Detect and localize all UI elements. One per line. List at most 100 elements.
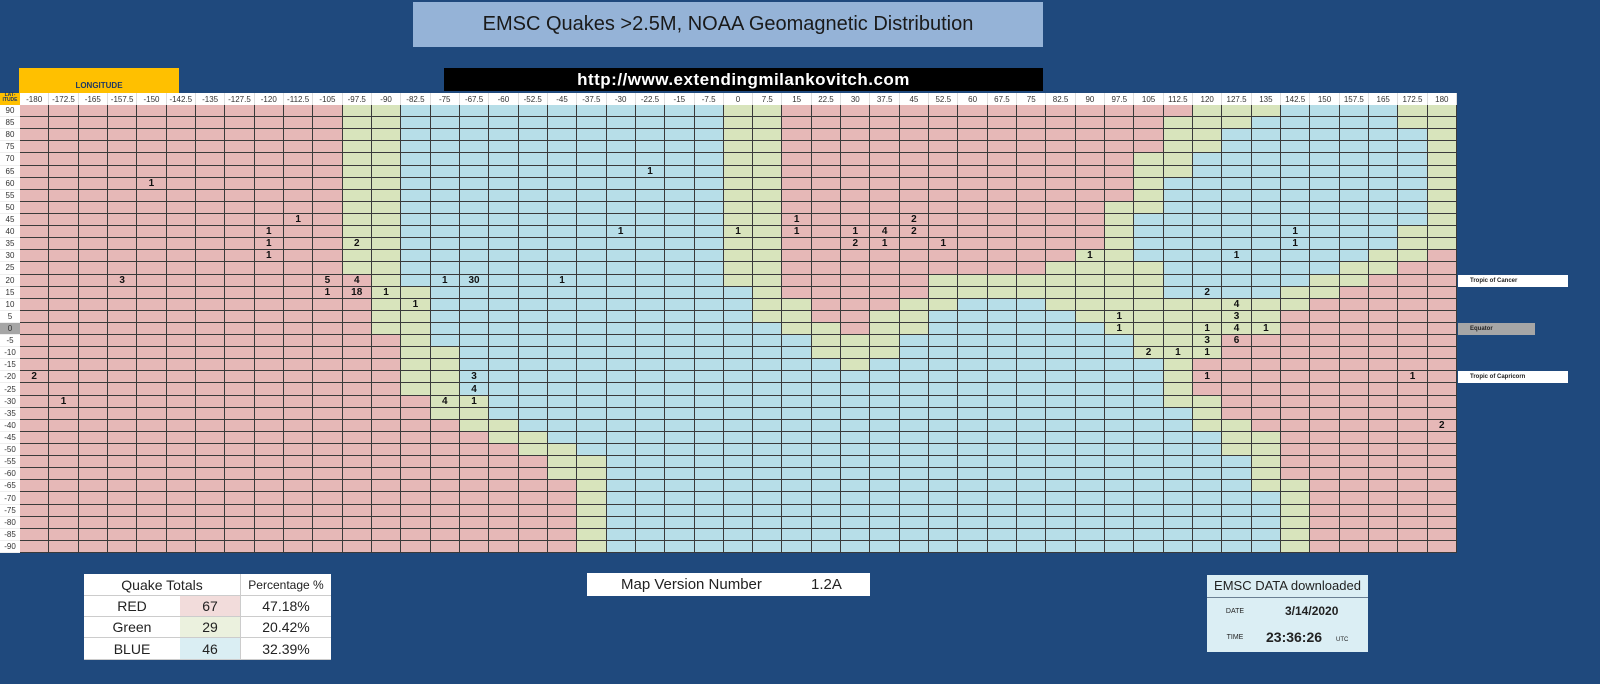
grid-cell-blue [811, 359, 842, 372]
grid-cell-green: 4 [1222, 322, 1252, 336]
grid-cell-blue [1163, 492, 1194, 505]
quake-count: 30 [468, 274, 480, 286]
grid-cell-blue [635, 456, 666, 469]
grid-cell-red [254, 201, 284, 214]
grid-cell-red [929, 262, 959, 275]
latitude-label: 55 [0, 189, 20, 202]
grid-cell-red [20, 528, 50, 541]
quake-count: 2 [1145, 347, 1152, 359]
grid-cell-red [313, 238, 343, 251]
grid-cell-green [753, 117, 783, 130]
grid-cell-blue [1281, 189, 1311, 202]
grid-cell-green [1163, 165, 1194, 178]
grid-cell-green [753, 165, 783, 178]
grid-cell-red [195, 504, 226, 517]
grid-cell-red [166, 540, 196, 553]
grid-cell-blue [577, 165, 607, 178]
grid-cell-red [137, 540, 167, 553]
grid-cell-green [371, 177, 402, 190]
grid-cell-blue [753, 371, 783, 384]
grid-cell-green: 2 [342, 238, 372, 251]
grid-cell-red [107, 407, 138, 420]
grid-cell-red [107, 504, 138, 517]
grid-cell-red [195, 347, 226, 360]
grid-cell-red [78, 480, 108, 493]
grid-cell-blue [430, 262, 460, 275]
grid-cell-red [1339, 492, 1370, 505]
grid-cell-blue [547, 250, 578, 263]
grid-cell-red [430, 492, 460, 505]
grid-cell-green [1339, 262, 1370, 275]
grid-cell-blue [606, 129, 636, 142]
quake-count: 3 [119, 274, 125, 286]
grid-cell-green [811, 347, 842, 360]
grid-cell-blue [1046, 516, 1076, 529]
grid-cell-red [195, 419, 226, 432]
grid-cell-blue [606, 492, 636, 505]
grid-cell-red [49, 238, 79, 251]
grid-cell-red [20, 141, 50, 154]
grid-cell-red [166, 129, 196, 142]
grid-cell-green [870, 322, 900, 336]
grid-cell-green [1163, 322, 1194, 336]
grid-cell-green [987, 286, 1018, 299]
grid-cell-red [1369, 492, 1399, 505]
grid-cell-red [987, 226, 1018, 239]
grid-cell-blue [606, 504, 636, 517]
grid-cell-green [1427, 129, 1457, 142]
grid-cell-blue [1251, 141, 1282, 154]
grid-cell-blue [489, 129, 519, 142]
green-count: 29 [180, 617, 240, 638]
grid-cell-red [254, 189, 284, 202]
grid-cell-red [1105, 105, 1135, 118]
grid-cell-red [313, 322, 343, 336]
grid-cell-red [1339, 468, 1370, 481]
grid-cell-red [1398, 528, 1428, 541]
grid-cell-red [1017, 226, 1047, 239]
grid-cell-green [1251, 298, 1282, 311]
grid-cell-red [811, 286, 842, 299]
latitude-label: 70 [0, 153, 20, 166]
grid-cell-blue [1339, 153, 1370, 166]
grid-cell-blue [547, 359, 578, 372]
grid-cell-blue [1193, 504, 1223, 517]
grid-cell-red [283, 407, 314, 420]
grid-cell-blue [899, 468, 930, 481]
grid-cell-red [107, 226, 138, 239]
quake-count: 1 [881, 238, 888, 250]
grid-cell-green [1251, 480, 1282, 493]
grid-cell-blue [1398, 213, 1428, 227]
grid-cell-blue [694, 359, 724, 372]
grid-cell-red [107, 480, 138, 493]
grid-cell-blue [1075, 335, 1106, 348]
grid-cell-red [107, 286, 138, 299]
grid-cell-red [811, 201, 842, 214]
grid-cell-red [49, 359, 79, 372]
grid-cell-blue [665, 226, 695, 239]
grid-cell-red [166, 213, 196, 227]
quake-count: 3 [471, 371, 477, 383]
grid-cell-red [195, 528, 226, 541]
grid-cell-green [371, 129, 402, 142]
grid-cell-red [166, 298, 196, 311]
grid-cell-red [459, 540, 490, 553]
grid-cell-blue [1222, 238, 1252, 251]
grid-cell-blue [635, 262, 666, 275]
grid-cell-red [1046, 117, 1076, 130]
longitude-header: 15 [782, 93, 812, 105]
grid-cell-red [283, 189, 314, 202]
grid-cell-blue [753, 480, 783, 493]
grid-cell-red [283, 250, 314, 263]
grid-cell-green [1251, 444, 1282, 457]
grid-cell-red [20, 213, 50, 227]
grid-cell-blue [1310, 105, 1340, 118]
grid-cell-red [1369, 298, 1399, 311]
grid-cell-blue [929, 456, 959, 469]
grid-cell-blue [1310, 117, 1340, 130]
grid-cell-red [929, 213, 959, 227]
grid-cell-blue [899, 335, 930, 348]
grid-cell-green [1427, 153, 1457, 166]
grid-cell-red [195, 359, 226, 372]
grid-cell-blue [723, 335, 754, 348]
grid-cell-green [1046, 274, 1076, 287]
